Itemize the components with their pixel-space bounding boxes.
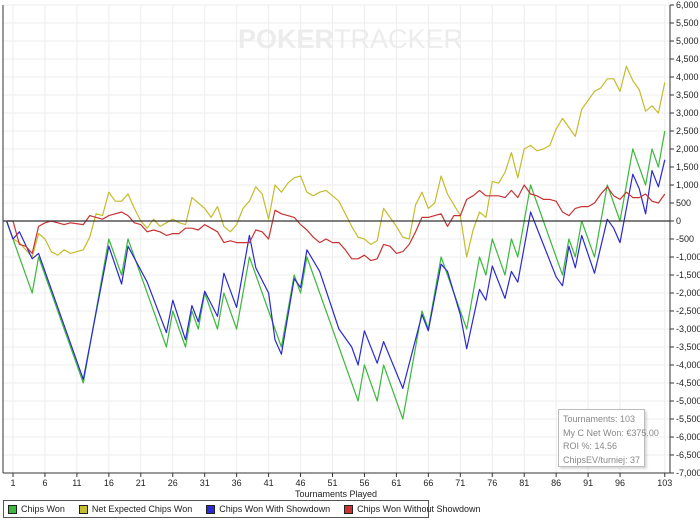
logo-watermark: POKER TRACKER bbox=[238, 24, 463, 54]
y-tick-label: -2,500 bbox=[676, 306, 700, 316]
y-tick-label: 1,500 bbox=[676, 162, 699, 172]
x-tick-label: 41 bbox=[264, 478, 274, 488]
y-tick-label: -6,000 bbox=[676, 432, 700, 442]
x-tick-label: 16 bbox=[104, 478, 114, 488]
y-tick-label: -500 bbox=[676, 234, 694, 244]
y-tick-label: 3,500 bbox=[676, 90, 699, 100]
x-tick-label: 81 bbox=[519, 478, 529, 488]
x-tick-label: 86 bbox=[551, 478, 561, 488]
y-tick-label: 2,500 bbox=[676, 126, 699, 136]
y-tick-label: 2,000 bbox=[676, 144, 699, 154]
x-tick-label: 66 bbox=[423, 478, 433, 488]
y-tick-label: 3,000 bbox=[676, 108, 699, 118]
y-tick-label: 500 bbox=[676, 198, 691, 208]
y-tick-label: 1,000 bbox=[676, 180, 699, 190]
info-chips-ev: ChipsEV/turniej: 37 bbox=[563, 454, 641, 465]
info-roi: ROI %: 14.56 bbox=[563, 441, 618, 451]
y-tick-label: -1,500 bbox=[676, 270, 700, 280]
chart-legend: Chips Won Net Expected Chips Won Chips W… bbox=[3, 500, 481, 518]
legend-item-with-showdown[interactable]: Chips Won With Showdown bbox=[206, 504, 330, 514]
y-tick-label: -3,000 bbox=[676, 324, 700, 334]
legend-label: Chips Won bbox=[21, 504, 65, 514]
x-tick-label: 71 bbox=[455, 478, 465, 488]
y-tick-label: 6,000 bbox=[676, 0, 699, 10]
y-tick-label: 4,500 bbox=[676, 54, 699, 64]
x-tick-label: 11 bbox=[72, 478, 81, 488]
x-tick-label: 103 bbox=[657, 478, 672, 488]
y-tick-label: -5,500 bbox=[676, 414, 700, 424]
x-tick-label: 76 bbox=[487, 478, 497, 488]
series-lines bbox=[6, 65, 666, 420]
y-tick-label: 5,000 bbox=[676, 36, 699, 46]
stats-info-box: Tournaments: 103 My C Net Won: €375.00 R… bbox=[558, 409, 659, 467]
legend-swatch-icon bbox=[78, 504, 88, 514]
axes: 6,000 5,500 5,000 4,500 4,000 3,500 3,000 2,500… bbox=[2, 0, 700, 488]
y-tick-label: -3,500 bbox=[676, 342, 700, 352]
y-tick-label: -4,500 bbox=[676, 378, 700, 388]
y-tick-label: -1,000 bbox=[676, 252, 700, 262]
x-tick-label: 61 bbox=[391, 478, 401, 488]
info-net-won: My C Net Won: €375.00 bbox=[563, 427, 659, 438]
x-axis-title: Tournaments Played bbox=[295, 489, 377, 499]
x-tick-label: 46 bbox=[296, 478, 306, 488]
x-tick-label: 51 bbox=[327, 478, 337, 488]
x-tick-label: 96 bbox=[615, 478, 625, 488]
logo-right-text: TRACKER bbox=[334, 24, 463, 54]
legend-item-without-showdown[interactable]: Chips Won Without Showdown bbox=[344, 504, 481, 514]
logo-left-text: POKER bbox=[238, 24, 334, 54]
series-chips-won-without-showdown bbox=[6, 184, 666, 262]
y-tick-label: 0 bbox=[676, 216, 681, 226]
y-tick-label: 5,500 bbox=[676, 18, 699, 28]
legend-swatch-icon bbox=[206, 504, 216, 514]
x-tick-label: 21 bbox=[136, 478, 146, 488]
y-tick-label: -4,000 bbox=[676, 360, 700, 370]
grid-lines bbox=[3, 4, 670, 474]
y-tick-label: -7,000 bbox=[676, 468, 700, 478]
y-tick-label: 4,000 bbox=[676, 72, 699, 82]
legend-label: Chips Won With Showdown bbox=[219, 504, 331, 514]
legend-label: Net Expected Chips Won bbox=[91, 504, 193, 514]
series-net-expected-chips-won bbox=[6, 65, 666, 258]
legend-item-net-expected[interactable]: Net Expected Chips Won bbox=[78, 504, 193, 514]
series-chips-won-with-showdown bbox=[6, 159, 666, 389]
legend-swatch-icon bbox=[8, 504, 17, 514]
y-tick-label: -5,000 bbox=[676, 396, 700, 406]
y-tick-label: -6,500 bbox=[676, 450, 700, 460]
legend-item-chips-won[interactable]: Chips Won bbox=[8, 504, 65, 514]
x-tick-label: 6 bbox=[42, 478, 47, 488]
legend-label: Chips Won Without Showdown bbox=[357, 504, 481, 514]
x-tick-label: 56 bbox=[359, 478, 369, 488]
x-tick-label: 1 bbox=[10, 478, 15, 488]
x-tick-label: 91 bbox=[583, 478, 593, 488]
x-tick-label: 26 bbox=[168, 478, 178, 488]
info-tournaments: Tournaments: 103 bbox=[563, 414, 636, 424]
x-tick-label: 36 bbox=[232, 478, 242, 488]
y-tick-label: -2,000 bbox=[676, 288, 700, 298]
x-tick-label: 31 bbox=[200, 478, 210, 488]
legend-swatch-icon bbox=[344, 504, 354, 514]
